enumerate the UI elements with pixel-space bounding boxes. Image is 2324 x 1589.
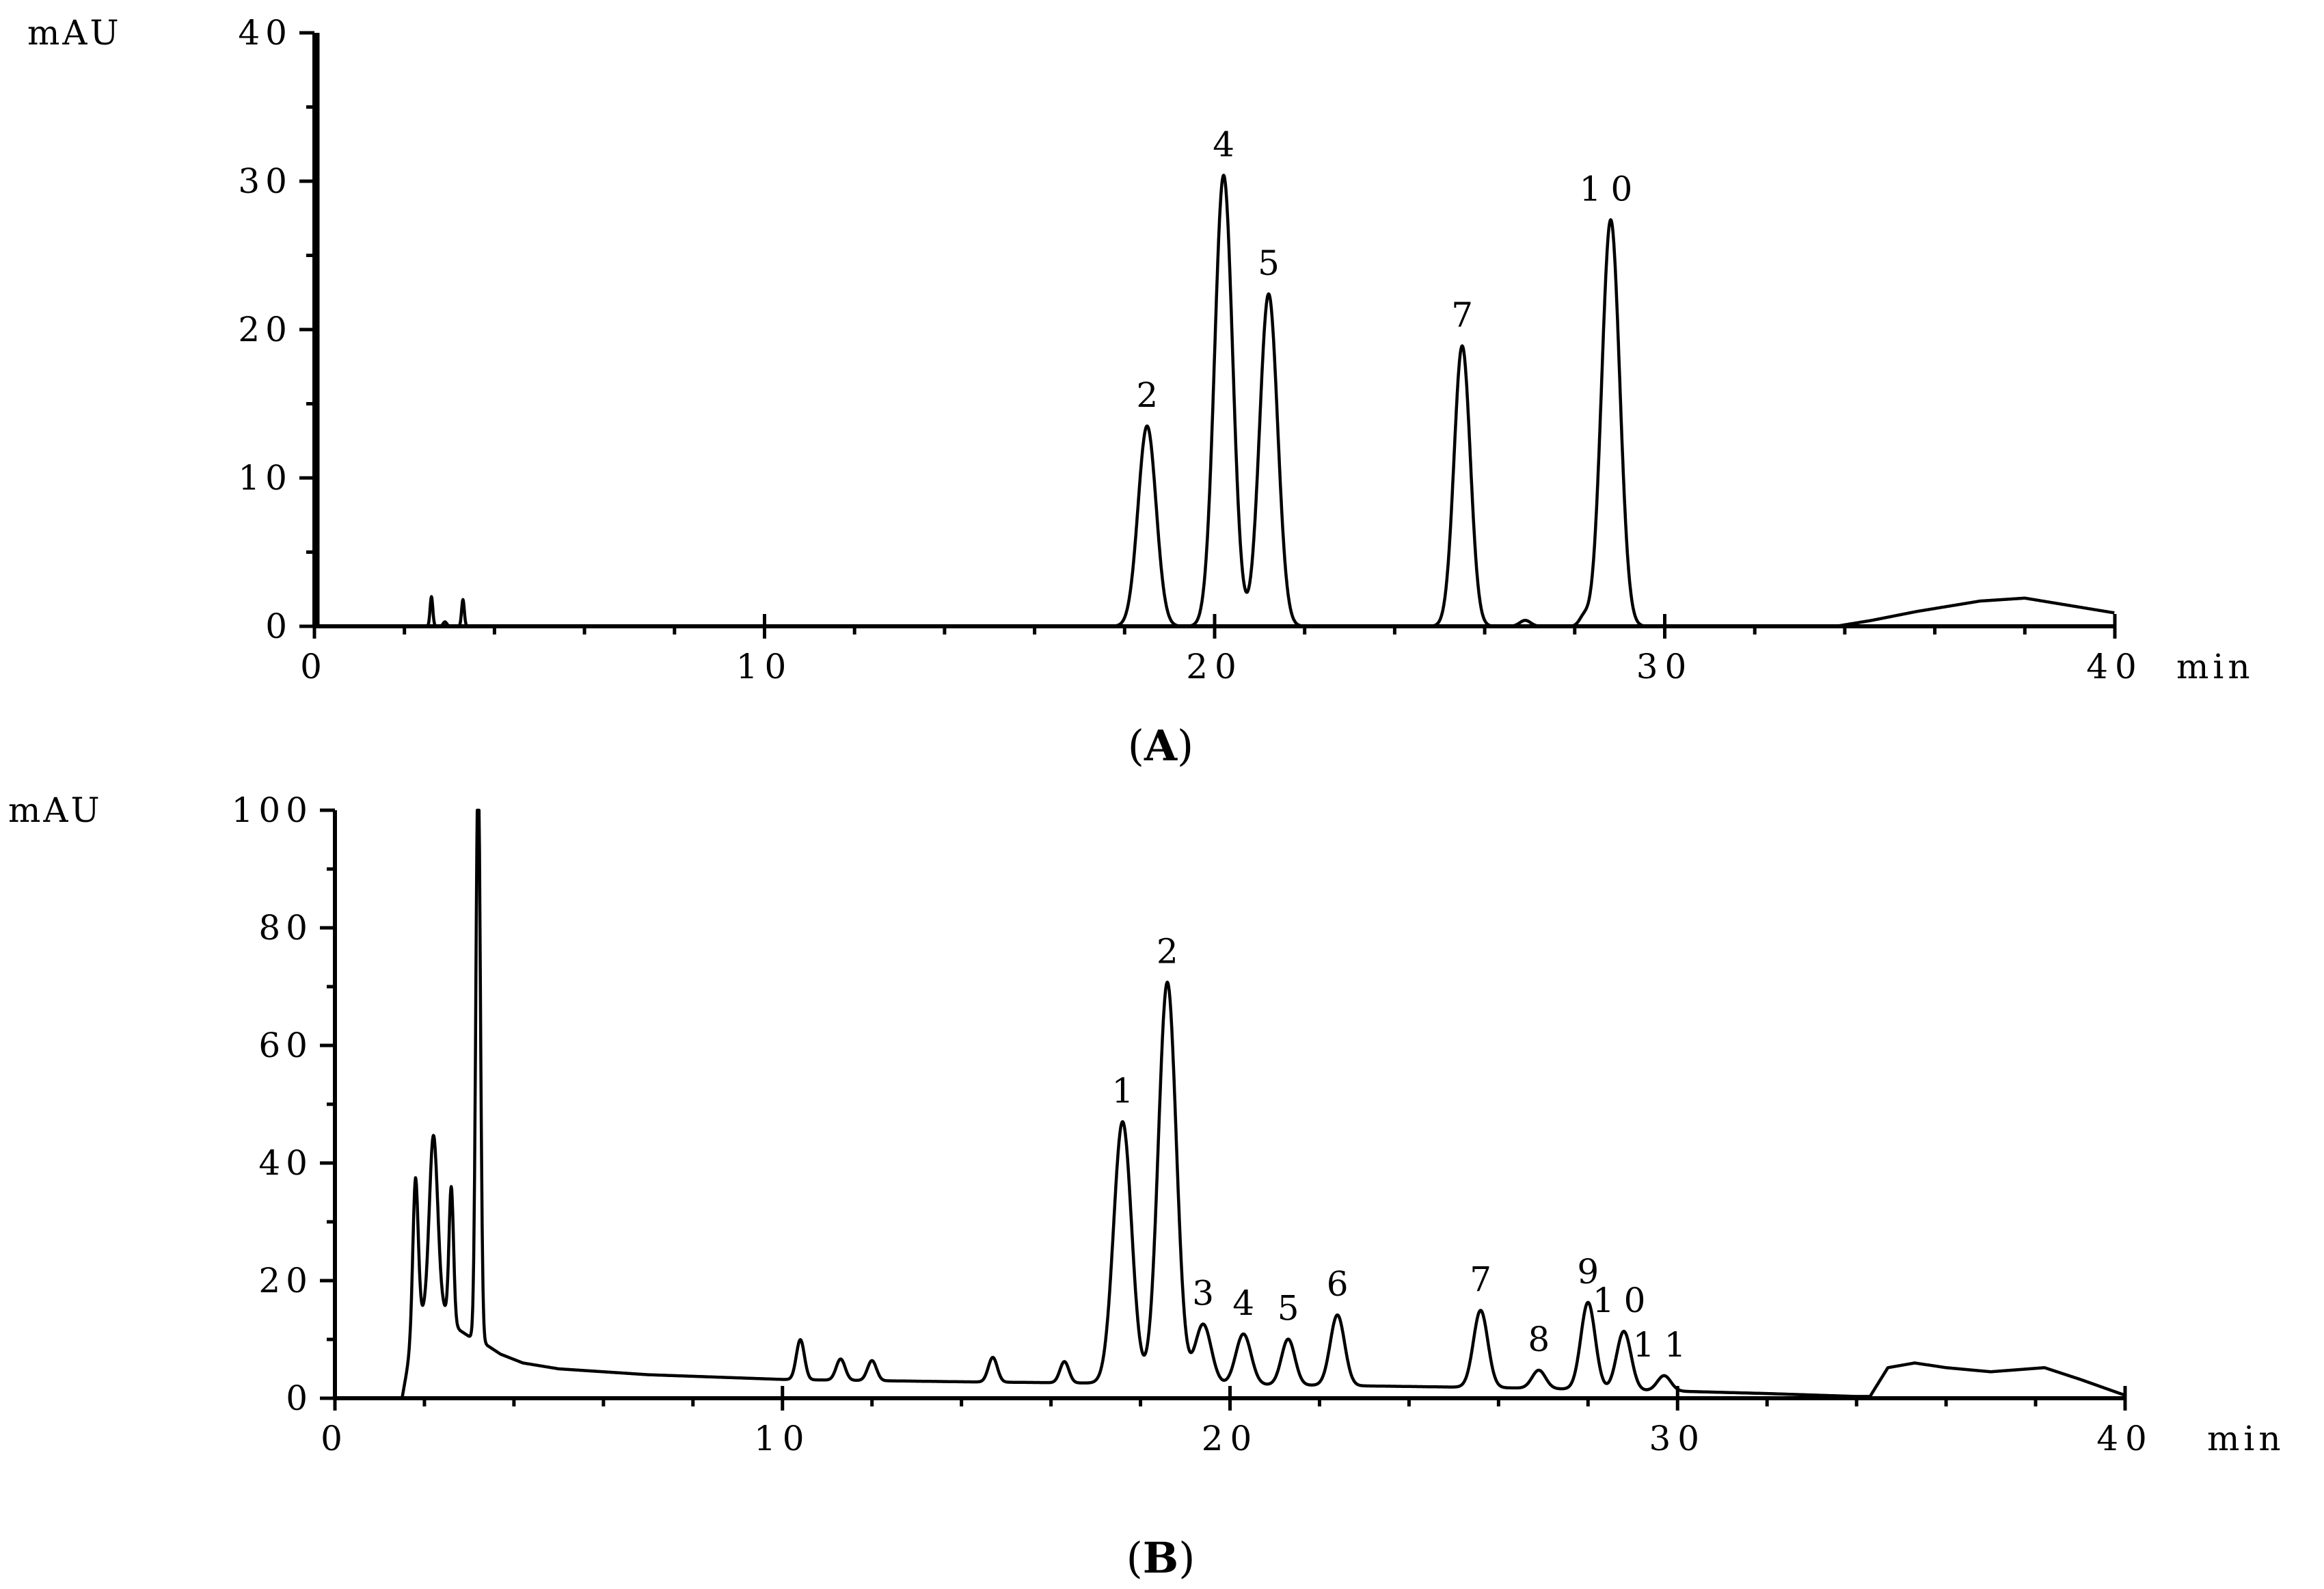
panel-b-peak-label: 11 [1633,1325,1696,1365]
panel-b-x-tick-label: 30 [1649,1419,1706,1458]
panel-a-x-unit-label: min [2176,647,2254,686]
panel-a-peak-label: 5 [1258,243,1280,283]
panel-b-peak-label: 4 [1232,1283,1254,1323]
panel-a-y-tick-label: 10 [238,458,293,498]
panel-b-y-tick-label: 60 [258,1026,313,1065]
panel-a-y-tick-label: 0 [265,606,293,646]
panel-a-y-tick-label: 30 [238,161,293,201]
panel-b-caption: (B) [1126,1533,1195,1583]
panel-a-caption-letter: A [1144,721,1178,771]
panel-a-y-unit-label: mAU [27,13,122,53]
panel-a-peak-label: 10 [1580,169,1643,209]
panel-a-y-tick-label: 20 [238,310,293,349]
panel-b-y-tick-label: 80 [258,908,313,948]
panel-a-x-tick-label: 20 [1186,647,1243,686]
panel-b-x-tick-label: 10 [754,1419,811,1458]
panel-b-y-unit-label: mAU [8,790,103,830]
panel-a-caption: (A) [1128,721,1194,771]
panel-a-x-tick-label: 0 [300,647,329,686]
panel-b-peak-label: 9 [1577,1252,1599,1292]
panel-a-x-tick-label: 40 [2086,647,2144,686]
panel-b-x-tick-label: 40 [2096,1419,2154,1458]
panel-b-x-tick-label: 20 [1202,1419,1259,1458]
panel-b-peak-label: 7 [1470,1260,1491,1300]
panel-b-peak-label: 5 [1278,1289,1299,1328]
panel-a-x-tick-label: 30 [1636,647,1694,686]
panel-a-y-tick-label: 40 [238,13,293,53]
panel-b-peak-label: 6 [1327,1264,1349,1304]
panel-b-x-unit-label: min [2207,1419,2285,1458]
panel-b-caption-letter: B [1143,1533,1178,1583]
panel-b-peak-label: 3 [1192,1273,1214,1313]
panel-b-peak-label: 2 [1157,932,1178,972]
panel-a-signal-trace [315,174,2116,628]
panel-b-signal-trace [400,808,2126,1399]
panel-b-peak-label: 8 [1528,1320,1550,1359]
panel-a-peak-label: 7 [1451,295,1473,335]
panel-b-x-tick-label: 0 [321,1419,349,1458]
panel-a-x-tick-label: 10 [736,647,794,686]
panel-a-chromatogram: 0 10 20 30 40 0 10 20 30 40 mAU min 2 4 5 7 10 [27,13,2254,686]
panel-b-y-tick-label: 100 [232,790,313,830]
panel-b-peak-label: 10 [1593,1281,1656,1320]
panel-b-peak-label: 1 [1111,1071,1133,1111]
panel-b-y-tick-label: 20 [258,1261,313,1300]
panel-b-y-tick-label: 0 [286,1378,313,1418]
panel-a-peak-label: 4 [1213,124,1234,164]
panel-b-y-tick-label: 40 [258,1143,313,1183]
panel-a-peak-label: 2 [1136,375,1158,415]
